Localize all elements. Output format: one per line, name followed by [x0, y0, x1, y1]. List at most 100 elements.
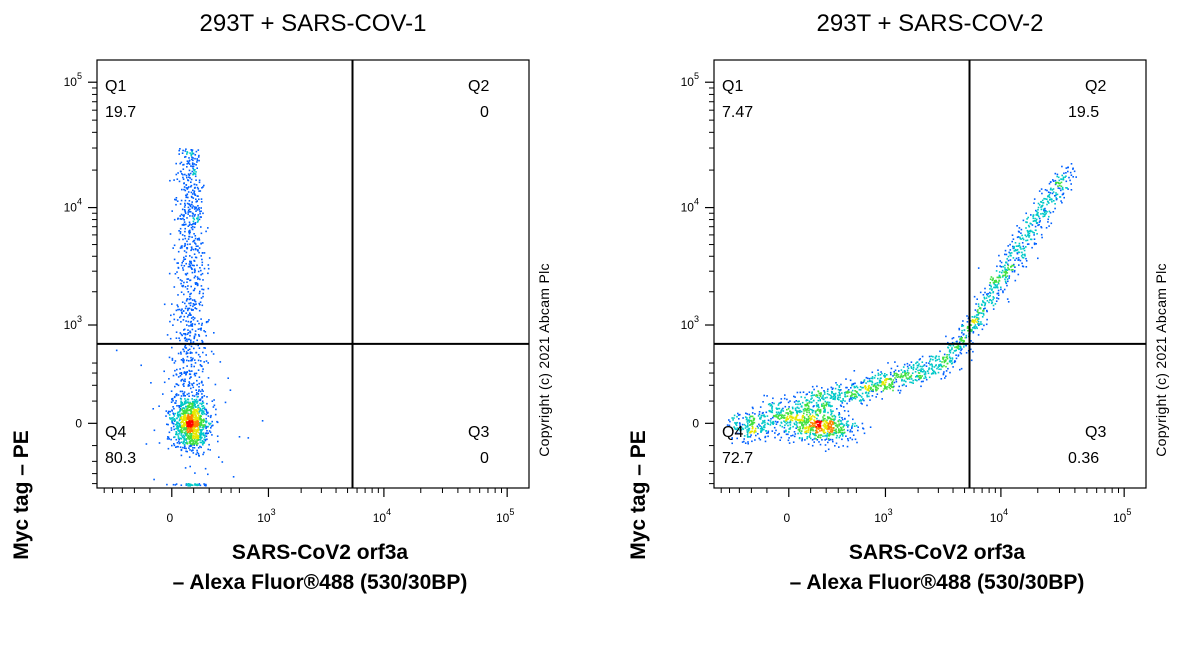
- event-dot: [919, 369, 921, 371]
- event-dot: [179, 227, 182, 230]
- event-dot: [1018, 264, 1020, 266]
- event-dot: [1061, 165, 1063, 168]
- event-dot: [855, 390, 858, 393]
- event-dot: [205, 409, 208, 412]
- event-dot: [877, 374, 880, 376]
- event-dot: [819, 430, 821, 432]
- event-dot: [1044, 189, 1047, 191]
- event-dot: [189, 413, 192, 415]
- event-dot: [771, 402, 774, 404]
- event-dot: [1072, 167, 1074, 170]
- event-dot: [751, 412, 754, 414]
- event-dot: [182, 367, 185, 369]
- event-dot: [904, 371, 906, 373]
- event-dot: [809, 417, 812, 420]
- event-dot: [955, 340, 958, 343]
- x-tick-label: 104: [373, 507, 391, 525]
- event-dot: [851, 438, 854, 441]
- event-dot: [890, 373, 892, 376]
- event-dot: [844, 391, 847, 393]
- event-dot: [817, 390, 819, 392]
- event-dot: [891, 382, 893, 384]
- event-dot: [738, 418, 740, 420]
- event-dot: [830, 394, 832, 397]
- event-dot: [188, 438, 190, 441]
- event-dot: [852, 423, 854, 425]
- event-dot: [185, 405, 187, 408]
- event-dot: [171, 210, 173, 212]
- event-dot: [170, 429, 173, 431]
- event-dot: [184, 199, 187, 202]
- event-dot: [190, 387, 192, 390]
- event-dot: [193, 337, 195, 340]
- event-dot: [1062, 178, 1065, 181]
- event-dot: [198, 179, 201, 182]
- event-dot: [176, 433, 178, 436]
- event-dot: [1036, 214, 1039, 216]
- event-dot: [1026, 243, 1029, 245]
- event-dot: [907, 377, 910, 380]
- event-dot: [916, 361, 918, 364]
- event-dot: [191, 419, 194, 421]
- event-dot: [181, 224, 184, 226]
- event-dot: [183, 417, 185, 420]
- event-dot: [207, 287, 210, 290]
- event-dot: [862, 428, 865, 430]
- event-dot: [955, 349, 957, 352]
- event-dot: [818, 422, 821, 424]
- event-dot: [200, 390, 202, 393]
- event-dot: [829, 404, 831, 407]
- event-dot: [194, 323, 196, 326]
- event-dot: [194, 287, 196, 290]
- event-dot: [188, 433, 191, 435]
- event-dot: [183, 422, 185, 425]
- event-dot: [191, 420, 194, 422]
- event-dot: [184, 237, 187, 240]
- event-dot: [827, 417, 830, 420]
- event-dot: [186, 435, 188, 437]
- event-dot: [206, 402, 208, 405]
- event-dot: [1023, 249, 1026, 252]
- event-dot: [919, 374, 922, 377]
- event-dot: [831, 392, 833, 394]
- event-dot: [915, 376, 917, 378]
- event-dot: [182, 269, 185, 271]
- event-dot: [178, 405, 180, 407]
- event-dot: [857, 392, 859, 395]
- event-dot: [183, 329, 185, 331]
- event-dot: [192, 441, 195, 444]
- event-dot: [186, 281, 188, 283]
- event-dot: [1069, 171, 1072, 174]
- event-dot: [866, 394, 868, 397]
- event-dot: [795, 424, 798, 426]
- event-dot: [205, 432, 208, 434]
- event-dot: [1054, 172, 1057, 175]
- event-dot: [178, 149, 180, 152]
- event-dot: [210, 425, 213, 427]
- event-dot: [862, 381, 865, 384]
- event-dot: [796, 391, 799, 394]
- event-dot: [193, 215, 196, 217]
- event-dot: [1010, 269, 1013, 271]
- event-dot: [1008, 277, 1010, 279]
- event-dot: [799, 391, 802, 394]
- event-dot: [177, 266, 180, 269]
- event-dot: [928, 367, 930, 369]
- event-dot: [1038, 190, 1041, 192]
- event-dot: [832, 410, 834, 412]
- event-dot: [731, 417, 733, 419]
- chart-title: 293T + SARS-COV-2: [816, 10, 1044, 37]
- event-dot: [835, 437, 838, 439]
- event-dot: [975, 303, 977, 305]
- event-dot: [198, 335, 201, 337]
- event-dot: [765, 432, 768, 434]
- event-dot: [790, 415, 793, 418]
- event-dot: [1058, 184, 1061, 187]
- event-dot: [173, 313, 175, 316]
- event-dot: [825, 404, 828, 407]
- event-dot: [888, 383, 891, 385]
- event-dot: [836, 435, 838, 437]
- event-dot: [883, 388, 885, 390]
- event-dot: [173, 258, 176, 261]
- event-dot: [180, 417, 182, 419]
